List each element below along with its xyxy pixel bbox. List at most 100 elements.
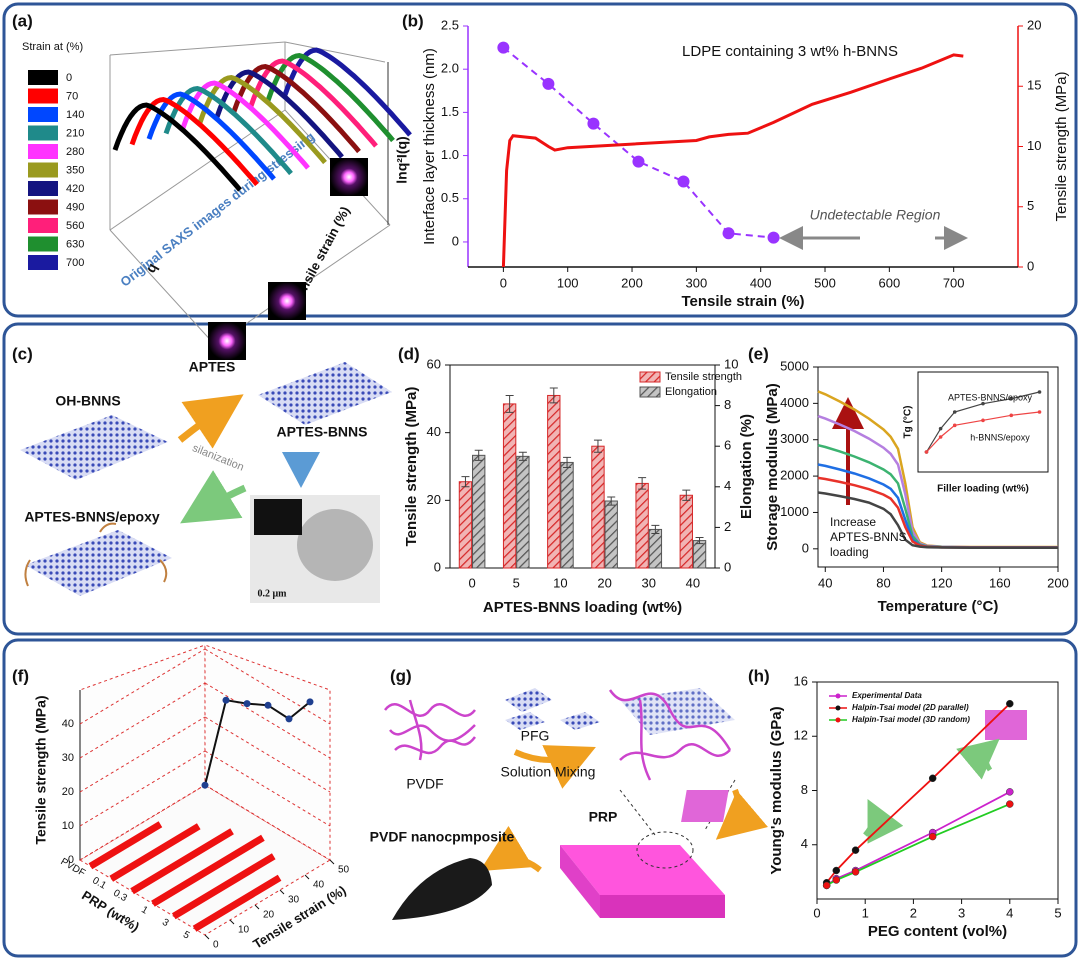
legend-title: Strain at (%) (22, 41, 83, 53)
error-bar (651, 524, 660, 534)
bar (151, 834, 265, 907)
legend-label: 490 (66, 201, 84, 213)
y-tick-label: 60 (427, 356, 441, 371)
bnns-sheet (258, 362, 392, 425)
tick-mark (254, 904, 260, 910)
series-line (925, 391, 1040, 453)
tick-mark (229, 919, 235, 925)
data-point (981, 401, 985, 406)
bar (516, 455, 530, 569)
data-point (767, 231, 780, 244)
tick-mark (329, 859, 335, 865)
error-bar (695, 537, 704, 545)
y2-tick-label: 5 (1027, 198, 1034, 213)
y2-tick-label: 8 (724, 397, 731, 412)
legend-label: 210 (66, 127, 84, 139)
y-tick-label: 0 (434, 559, 441, 574)
x-axis-label: PEG content (vol%) (868, 923, 1007, 940)
x-tick-label: 10 (553, 575, 567, 590)
data-point (243, 700, 251, 708)
pfg-sheet (505, 688, 552, 712)
bar (560, 461, 574, 569)
arrow (479, 825, 542, 873)
node-label: PFG (521, 728, 550, 744)
y2-tick-label: 15 (1027, 78, 1041, 93)
scale-bar: 0.2 μm (258, 588, 288, 599)
data-point (924, 450, 929, 454)
grid-line (79, 784, 206, 861)
x-tick-label: 0 (813, 905, 820, 920)
y-tick-label: 20 (62, 786, 74, 798)
legend-label: 140 (66, 109, 84, 121)
data-point (1037, 390, 1042, 394)
y-axis-label: Young's modulus (GPa) (768, 706, 785, 874)
x-tick-label: 0 (500, 275, 507, 290)
error-bar (461, 476, 470, 488)
y2-tick-label: 0 (724, 559, 731, 574)
error-bar (549, 387, 558, 404)
y-tick-label: 12 (794, 728, 808, 743)
z-tick-label: 10 (238, 925, 250, 936)
error-bar (563, 456, 572, 469)
x-tick-label: 200 (1047, 575, 1069, 590)
saxs-curve (248, 58, 378, 148)
x-tick-label: 3 (160, 917, 171, 930)
panel-label: (b) (402, 11, 424, 30)
bar (692, 540, 707, 569)
legend-swatch (28, 125, 58, 141)
saxs-image (268, 282, 306, 320)
legend-swatch (28, 88, 58, 104)
annotation: Undetectable Region (810, 207, 941, 223)
series-label: APTES-BNNS/epoxy (948, 392, 1033, 402)
x-tick-label: 1 (139, 904, 150, 917)
data-point (632, 155, 645, 168)
x-axis-label: Temperature (°C) (878, 598, 999, 615)
error-bar (593, 439, 602, 453)
bar (635, 482, 649, 569)
legend-swatch (639, 386, 661, 398)
saxs-curve (231, 63, 361, 154)
zoom-circle (636, 831, 694, 869)
y-tick-label: 0 (452, 233, 459, 248)
grid-line (79, 682, 206, 759)
x-axis-label: Filler loading (wt%) (937, 484, 1029, 495)
y2-tick-label: 4 (724, 478, 731, 493)
x-tick-label: 100 (557, 275, 579, 290)
panel-label: (a) (12, 11, 33, 30)
data-point (1009, 413, 1014, 418)
legend-label: Halpin-Tsai model (3D random) (852, 715, 970, 724)
y-tick-label: 20 (427, 492, 441, 507)
panel-label: (g) (390, 666, 412, 685)
panel-label: (c) (12, 344, 33, 363)
saxs-curve (265, 52, 395, 143)
x-tick-label: 0 (468, 575, 475, 590)
inset-image (985, 710, 1027, 740)
y-tick-label: 0.5 (441, 190, 459, 205)
x-tick-label: 160 (989, 575, 1011, 590)
y-tick-label: 2.0 (441, 61, 459, 76)
axis-label: lnq²I(q) (394, 136, 410, 183)
data-point (1009, 396, 1014, 401)
y2-tick-label: 20 (1027, 17, 1041, 32)
z-tick-label: 30 (288, 895, 300, 906)
legend-swatch (28, 236, 58, 252)
x-tick-label: 80 (876, 575, 890, 590)
annotation: Increase (830, 515, 876, 529)
arrow (513, 745, 596, 789)
panel-label: (e) (748, 344, 769, 363)
panel-frame (2, 322, 1078, 636)
data-point (222, 696, 230, 704)
bar (648, 528, 663, 569)
data-point (928, 832, 937, 841)
y2-axis-label: Tensile strength (MPa) (1053, 71, 1070, 221)
arrow (715, 788, 768, 840)
legend-marker (835, 705, 841, 711)
y-tick-label: 5000 (780, 358, 809, 373)
error-bar (607, 496, 616, 506)
legend-label: 350 (66, 164, 84, 176)
x-tick-label: 200 (621, 275, 643, 290)
bar (604, 500, 618, 569)
arrow (180, 470, 247, 524)
node-label: PRP (589, 809, 618, 825)
